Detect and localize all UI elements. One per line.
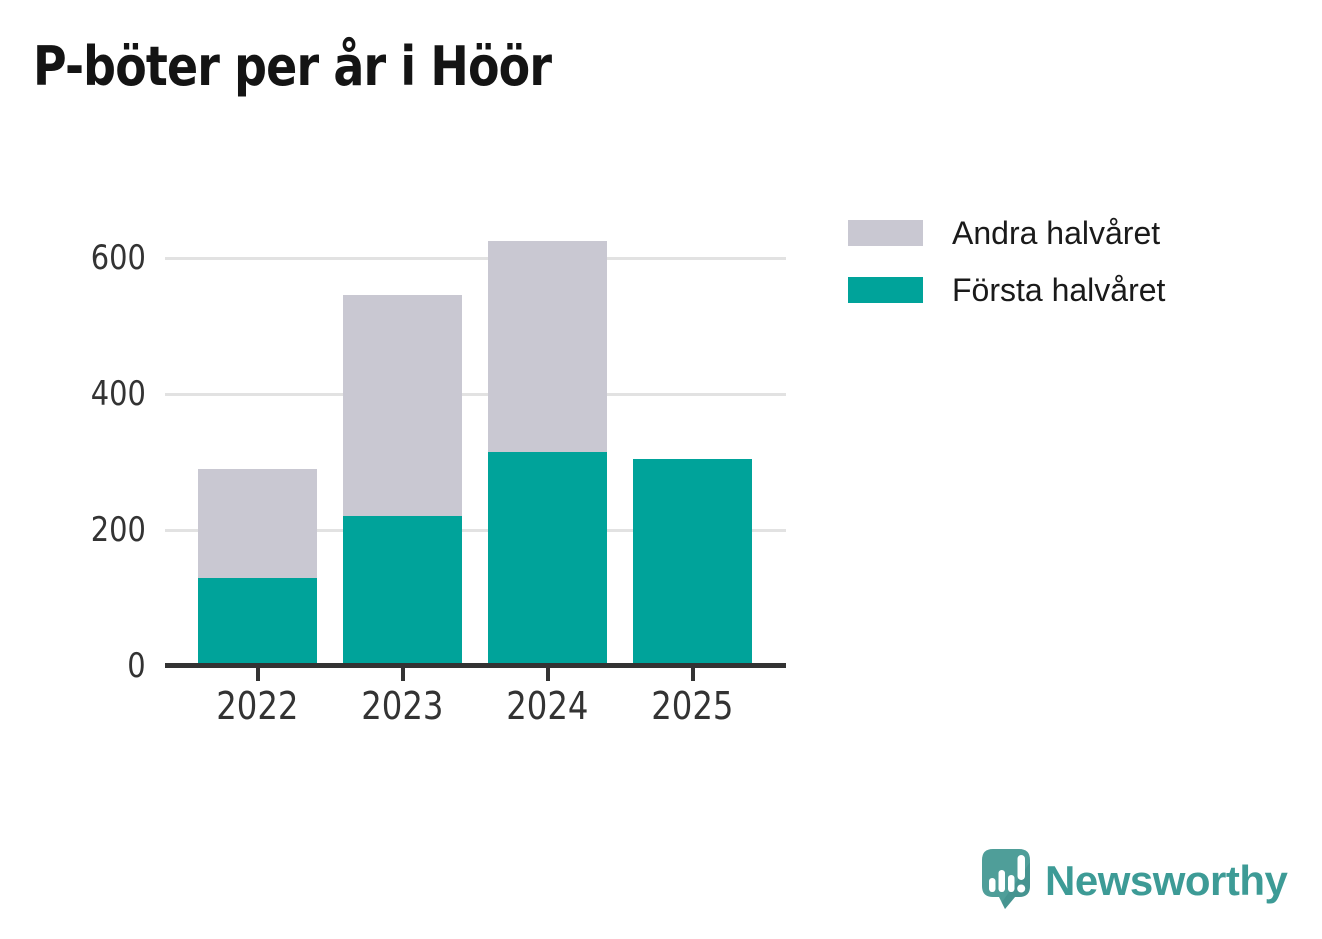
logo-bar-1 bbox=[989, 878, 996, 892]
y-tick-label-text: 600 bbox=[90, 238, 146, 278]
x-tick-label-text: 2023 bbox=[361, 684, 444, 728]
x-tick-2023 bbox=[400, 668, 405, 681]
x-axis-line bbox=[165, 663, 786, 668]
x-tick-2022 bbox=[255, 668, 260, 681]
logo-bar-3 bbox=[1008, 875, 1015, 892]
legend-label: Andra halvåret bbox=[952, 215, 1161, 251]
y-tick-label-200: 200 bbox=[40, 513, 146, 547]
x-tick-label-2022: 2022 bbox=[185, 684, 331, 728]
bar-2025-f-rsta-halv-ret bbox=[633, 458, 752, 666]
logo-exclamation-bar bbox=[1017, 855, 1025, 880]
bar-2022-f-rsta-halv-ret bbox=[198, 577, 317, 666]
x-tick-label-2024: 2024 bbox=[475, 684, 621, 728]
legend-swatch-forsta-halvaret bbox=[848, 277, 923, 303]
legend-label: Första halvåret bbox=[952, 272, 1166, 308]
newsworthy-logo-icon bbox=[982, 849, 1030, 909]
gridline-200 bbox=[165, 528, 786, 532]
x-tick-label-text: 2022 bbox=[216, 684, 299, 728]
legend-swatch-andra-halvaret bbox=[848, 220, 923, 246]
x-tick-label-text: 2025 bbox=[651, 684, 734, 728]
y-tick-label-text: 400 bbox=[90, 374, 146, 414]
y-tick-label-text: 0 bbox=[127, 646, 146, 686]
bar-2024-andra-halv-ret bbox=[488, 241, 607, 452]
bar-2023-f-rsta-halv-ret bbox=[343, 516, 462, 666]
chart-title: P-böter per år i Höör bbox=[33, 38, 643, 96]
x-tick-label-2023: 2023 bbox=[330, 684, 476, 728]
brand-name: Newsworthy bbox=[1045, 857, 1288, 904]
bar-2024-f-rsta-halv-ret bbox=[488, 451, 607, 666]
gridline-600 bbox=[165, 256, 786, 260]
y-tick-label-400: 400 bbox=[40, 377, 146, 411]
x-tick-label-text: 2024 bbox=[506, 684, 589, 728]
chart-title-text: P-böter per år i Höör bbox=[33, 35, 552, 98]
x-tick-2024 bbox=[545, 668, 550, 681]
x-tick-2025 bbox=[690, 668, 695, 681]
bar-2022-andra-halv-ret bbox=[198, 468, 317, 578]
y-tick-label-600: 600 bbox=[40, 241, 146, 275]
y-tick-label-0: 0 bbox=[40, 649, 146, 683]
logo-exclamation-dot bbox=[1017, 884, 1026, 893]
bar-2023-andra-halv-ret bbox=[343, 295, 462, 517]
logo-bar-2 bbox=[998, 870, 1005, 892]
plot-area: 2022 2023 2024 2025 bbox=[165, 230, 786, 728]
y-tick-label-text: 200 bbox=[90, 510, 146, 550]
gridline-400 bbox=[165, 392, 786, 396]
x-tick-label-2025: 2025 bbox=[620, 684, 766, 728]
